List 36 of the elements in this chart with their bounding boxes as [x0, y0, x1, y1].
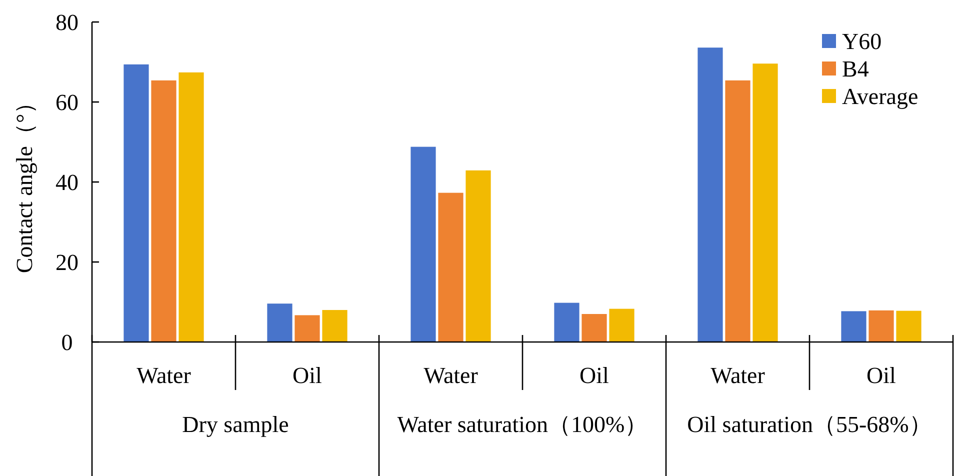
- y-tick-label: 0: [61, 330, 73, 355]
- text: Water saturation（100%）: [397, 412, 648, 437]
- x-tick-label: Water: [710, 363, 766, 388]
- bar: [178, 72, 204, 342]
- y-tick-label: 80: [56, 10, 78, 35]
- bar: [438, 192, 464, 342]
- y-tick-label: 40: [56, 170, 78, 195]
- x-tick-label: Oil: [292, 363, 322, 388]
- bar: [698, 48, 723, 342]
- bar: [410, 146, 436, 342]
- bar: [294, 315, 320, 342]
- y-tick-label: 20: [56, 250, 78, 275]
- x-tick-label: Water: [136, 363, 192, 388]
- bar: [124, 64, 149, 342]
- text: Dry sample: [182, 412, 289, 437]
- x-tick-label: Oil: [580, 363, 609, 388]
- bar: [868, 310, 894, 342]
- bar: [896, 310, 922, 342]
- bar: [609, 308, 634, 342]
- legend-label: Average: [842, 84, 918, 109]
- legend-label: Y60: [842, 29, 882, 54]
- text: Oil saturation（55-68%）: [687, 412, 932, 437]
- legend-label: B4: [842, 56, 870, 82]
- bar: [554, 302, 580, 342]
- y-tick-label: 60: [56, 90, 78, 115]
- bar: [582, 314, 607, 342]
- bar: [151, 80, 176, 342]
- x-tick-label: Water: [424, 363, 478, 388]
- bar: [841, 311, 866, 342]
- x-tick-label: Oil: [866, 363, 896, 388]
- bar: [267, 304, 292, 342]
- bar: [322, 310, 348, 342]
- y-axis-title: Contact angle（°）: [12, 90, 37, 274]
- bar: [725, 80, 750, 342]
- bar: [466, 170, 491, 342]
- bar: [752, 64, 778, 342]
